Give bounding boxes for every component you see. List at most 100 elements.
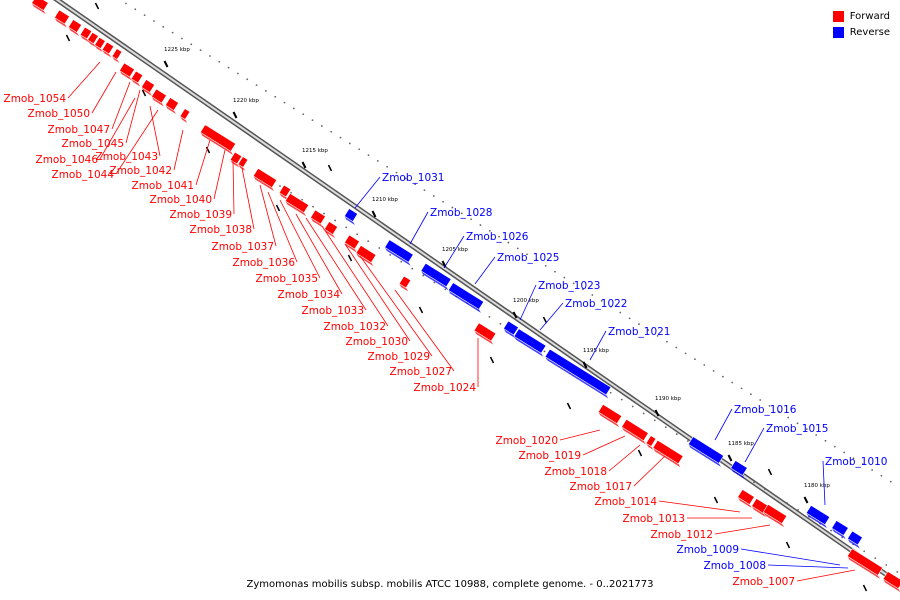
forward-gene-label: Zmob_1046 xyxy=(36,154,99,166)
reverse-gene xyxy=(805,504,831,526)
forward-gene-side xyxy=(119,70,132,81)
scale-tick-label: 1225 kbp xyxy=(164,47,190,53)
guide-dot xyxy=(246,78,249,81)
forward-gene xyxy=(237,156,249,168)
guide-dot xyxy=(619,311,622,314)
reverse-gene-label-leader xyxy=(474,256,496,285)
forward-gene-label-leader xyxy=(658,500,741,513)
forward-gene-label-leader xyxy=(125,89,141,144)
genome-axis xyxy=(55,0,900,586)
guide-dot xyxy=(444,288,447,291)
reverse-gene xyxy=(447,282,485,310)
reverse-gene-side xyxy=(514,336,544,357)
forward-gene-label: Zmob_1042 xyxy=(110,165,172,177)
forward-gene-label: Zmob_1041 xyxy=(132,180,194,192)
forward-gene-side xyxy=(102,49,112,58)
reverse-gene-side xyxy=(420,270,449,291)
forward-gene xyxy=(597,403,623,425)
guide-dot xyxy=(274,95,277,98)
forward-gene-label-leader xyxy=(295,213,343,295)
guide-dot xyxy=(572,282,575,285)
reverse-gene xyxy=(343,208,359,222)
guide-dot xyxy=(675,433,678,435)
guide-dot xyxy=(330,130,333,133)
forward-gene-label-leader xyxy=(359,255,433,357)
guide-dot xyxy=(367,154,370,157)
legend-swatch-forward xyxy=(832,10,844,22)
reverse-gene-side xyxy=(847,538,860,549)
guide-dot xyxy=(389,254,392,256)
forward-gene-label-leader xyxy=(267,191,298,263)
forward-gene-label: Zmob_1019 xyxy=(519,450,581,462)
guide-dot xyxy=(666,340,668,343)
forward-gene xyxy=(31,0,49,11)
guide-dot xyxy=(544,264,547,267)
guide-dot xyxy=(642,412,645,415)
forward-gene-side xyxy=(652,447,681,468)
forward-gene-side xyxy=(847,556,880,579)
guide-dot xyxy=(356,233,359,236)
forward-gene xyxy=(199,124,237,152)
reverse-gene-label-leader xyxy=(589,330,607,361)
scale-tick-label: 1195 kbp xyxy=(583,348,609,354)
guide-dot xyxy=(582,288,584,291)
forward-gene-side xyxy=(131,78,141,87)
forward-gene-label-leader xyxy=(195,139,211,186)
reverse-gene-label-leader xyxy=(767,564,849,569)
forward-gene xyxy=(79,26,93,40)
scale-tick xyxy=(205,146,211,154)
guide-dot xyxy=(526,253,528,256)
guide-dot xyxy=(181,37,183,40)
forward-gene-side xyxy=(200,132,233,155)
reverse-gene-side xyxy=(503,328,516,339)
guide-dot xyxy=(488,230,491,232)
forward-gene-side xyxy=(80,34,90,43)
guide-dot xyxy=(777,410,780,413)
guide-dot xyxy=(334,219,337,222)
guide-dot xyxy=(292,107,295,110)
reverse-gene-side xyxy=(545,356,609,399)
guide-dot xyxy=(345,226,348,229)
guide-dot xyxy=(162,25,165,28)
scale-tick xyxy=(582,361,588,369)
reverse-gene-label: Zmob_1026 xyxy=(466,231,529,243)
guide-dot xyxy=(488,316,491,318)
guide-dot xyxy=(411,267,414,270)
forward-gene-label-leader xyxy=(321,225,389,327)
forward-gene-label-leader xyxy=(279,199,321,279)
reverse-gene-label: Zmob_1023 xyxy=(538,280,600,292)
guide-dot xyxy=(358,148,361,151)
forward-gene xyxy=(344,234,360,250)
guide-dot xyxy=(554,270,556,273)
forward-gene-label: Zmob_1037 xyxy=(212,241,274,253)
scale-tick-label: 1220 kbp xyxy=(233,98,259,104)
guide-dot xyxy=(311,119,314,122)
guide-dot xyxy=(386,165,389,168)
forward-gene xyxy=(284,192,310,214)
forward-gene-label: Zmob_1032 xyxy=(324,321,386,333)
guide-dot xyxy=(824,439,827,442)
guide-dot xyxy=(609,391,612,394)
forward-gene xyxy=(751,498,769,514)
reverse-gene-label: Zmob_1015 xyxy=(766,423,828,435)
forward-gene-label-leader xyxy=(796,569,856,582)
guide-dot xyxy=(237,72,239,75)
guide-dot xyxy=(479,224,482,226)
reverse-gene-label: Zmob_1016 xyxy=(734,404,797,416)
reverse-gene-label-leader xyxy=(714,408,733,441)
genome-caption: Zymomonas mobilis subsp. mobilis ATCC 10… xyxy=(246,579,654,590)
forward-gene-label: Zmob_1034 xyxy=(278,289,341,301)
reverse-gene-side xyxy=(688,444,721,467)
guide-dot xyxy=(171,31,174,34)
guide-dot xyxy=(433,281,436,284)
forward-gene xyxy=(164,97,180,111)
reverse-gene xyxy=(847,530,863,546)
forward-gene xyxy=(652,439,684,465)
guide-dot xyxy=(348,142,351,145)
guide-dot xyxy=(255,84,258,87)
forward-gene xyxy=(278,184,292,198)
forward-gene-side xyxy=(763,511,785,528)
scale-tick-label: 1210 kbp xyxy=(372,197,398,203)
scale-tick xyxy=(727,454,733,462)
